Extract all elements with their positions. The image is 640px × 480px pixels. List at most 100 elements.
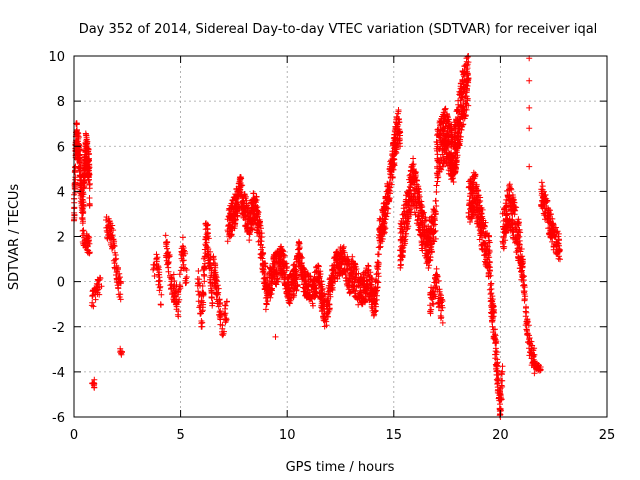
data-point (229, 202, 236, 209)
data-point (317, 268, 324, 275)
data-point (352, 287, 359, 294)
data-point (86, 195, 93, 201)
data-point (362, 286, 369, 293)
data-point (113, 276, 120, 283)
data-point (202, 260, 208, 267)
data-point (86, 185, 93, 192)
data-point (321, 323, 328, 330)
data-point (106, 225, 113, 232)
data-point (521, 296, 528, 303)
chart-title: Day 352 of 2014, Sidereal Day-to-day VTE… (79, 22, 598, 37)
data-point (156, 277, 163, 284)
data-point (85, 233, 92, 240)
data-point (81, 237, 88, 244)
data-point (112, 252, 119, 258)
data-point (275, 253, 282, 260)
data-point (106, 218, 113, 225)
data-point (204, 222, 211, 229)
data-point (309, 300, 316, 307)
data-point (557, 256, 563, 263)
data-point (180, 245, 187, 251)
data-point (74, 156, 81, 163)
data-point (182, 277, 189, 284)
data-point (257, 254, 264, 261)
data-point (326, 285, 333, 292)
data-point (257, 237, 264, 244)
data-point (157, 283, 164, 290)
data-point (201, 278, 208, 285)
x-tick-label: 0 (70, 428, 78, 443)
data-point (266, 291, 273, 298)
data-point (295, 246, 301, 253)
data-point (251, 216, 258, 223)
data-point (210, 253, 217, 260)
data-point (371, 288, 378, 295)
data-point (154, 254, 161, 261)
data-point (270, 272, 277, 279)
data-point (111, 243, 118, 249)
data-point (165, 259, 172, 265)
data-point (80, 191, 87, 198)
data-point (332, 269, 339, 275)
data-point (96, 274, 103, 281)
data-point (197, 304, 204, 311)
data-point (254, 226, 261, 233)
data-point (294, 283, 300, 290)
data-point (244, 227, 251, 234)
data-point (219, 331, 226, 338)
data-point (176, 286, 183, 293)
data-point (279, 260, 286, 266)
data-point (486, 286, 493, 293)
data-point (80, 180, 87, 187)
data-point (290, 284, 297, 291)
data-point (488, 290, 495, 297)
data-point (355, 301, 362, 308)
y-tick-label: -2 (52, 321, 65, 336)
data-point (271, 276, 278, 283)
data-point (301, 278, 308, 285)
y-tick-label: 2 (57, 231, 65, 246)
data-point (216, 315, 223, 321)
data-point (355, 270, 362, 277)
data-point (272, 250, 279, 257)
data-point (72, 176, 79, 183)
data-point (158, 291, 165, 298)
data-point (296, 250, 303, 257)
data-point (85, 146, 92, 153)
data-point (265, 284, 272, 290)
data-point (366, 297, 372, 304)
data-point (301, 288, 308, 295)
data-point (433, 265, 440, 272)
data-point (364, 282, 371, 289)
data-point (83, 143, 90, 150)
x-tick-label: 25 (599, 428, 616, 443)
data-point (290, 276, 297, 283)
data-point (351, 276, 358, 283)
data-point (375, 273, 382, 280)
data-point (236, 205, 243, 212)
data-point (296, 238, 302, 245)
data-point (351, 260, 358, 267)
data-point (317, 293, 324, 300)
data-point (349, 284, 355, 291)
data-point (219, 322, 226, 329)
data-point (216, 311, 223, 318)
data-point (326, 291, 333, 298)
data-point (359, 298, 366, 305)
data-point (241, 191, 248, 198)
data-point (288, 291, 295, 298)
data-point (90, 379, 97, 386)
data-point (326, 301, 333, 308)
data-point (309, 283, 316, 290)
data-point (355, 277, 362, 284)
data-point (278, 274, 285, 281)
data-point (538, 179, 545, 186)
data-point (273, 281, 280, 288)
x-tick-label: 20 (492, 428, 509, 443)
data-point (263, 301, 270, 308)
data-point (110, 257, 117, 264)
data-point (176, 296, 183, 303)
data-point (334, 258, 341, 265)
data-point (315, 274, 322, 281)
data-point (216, 296, 223, 303)
